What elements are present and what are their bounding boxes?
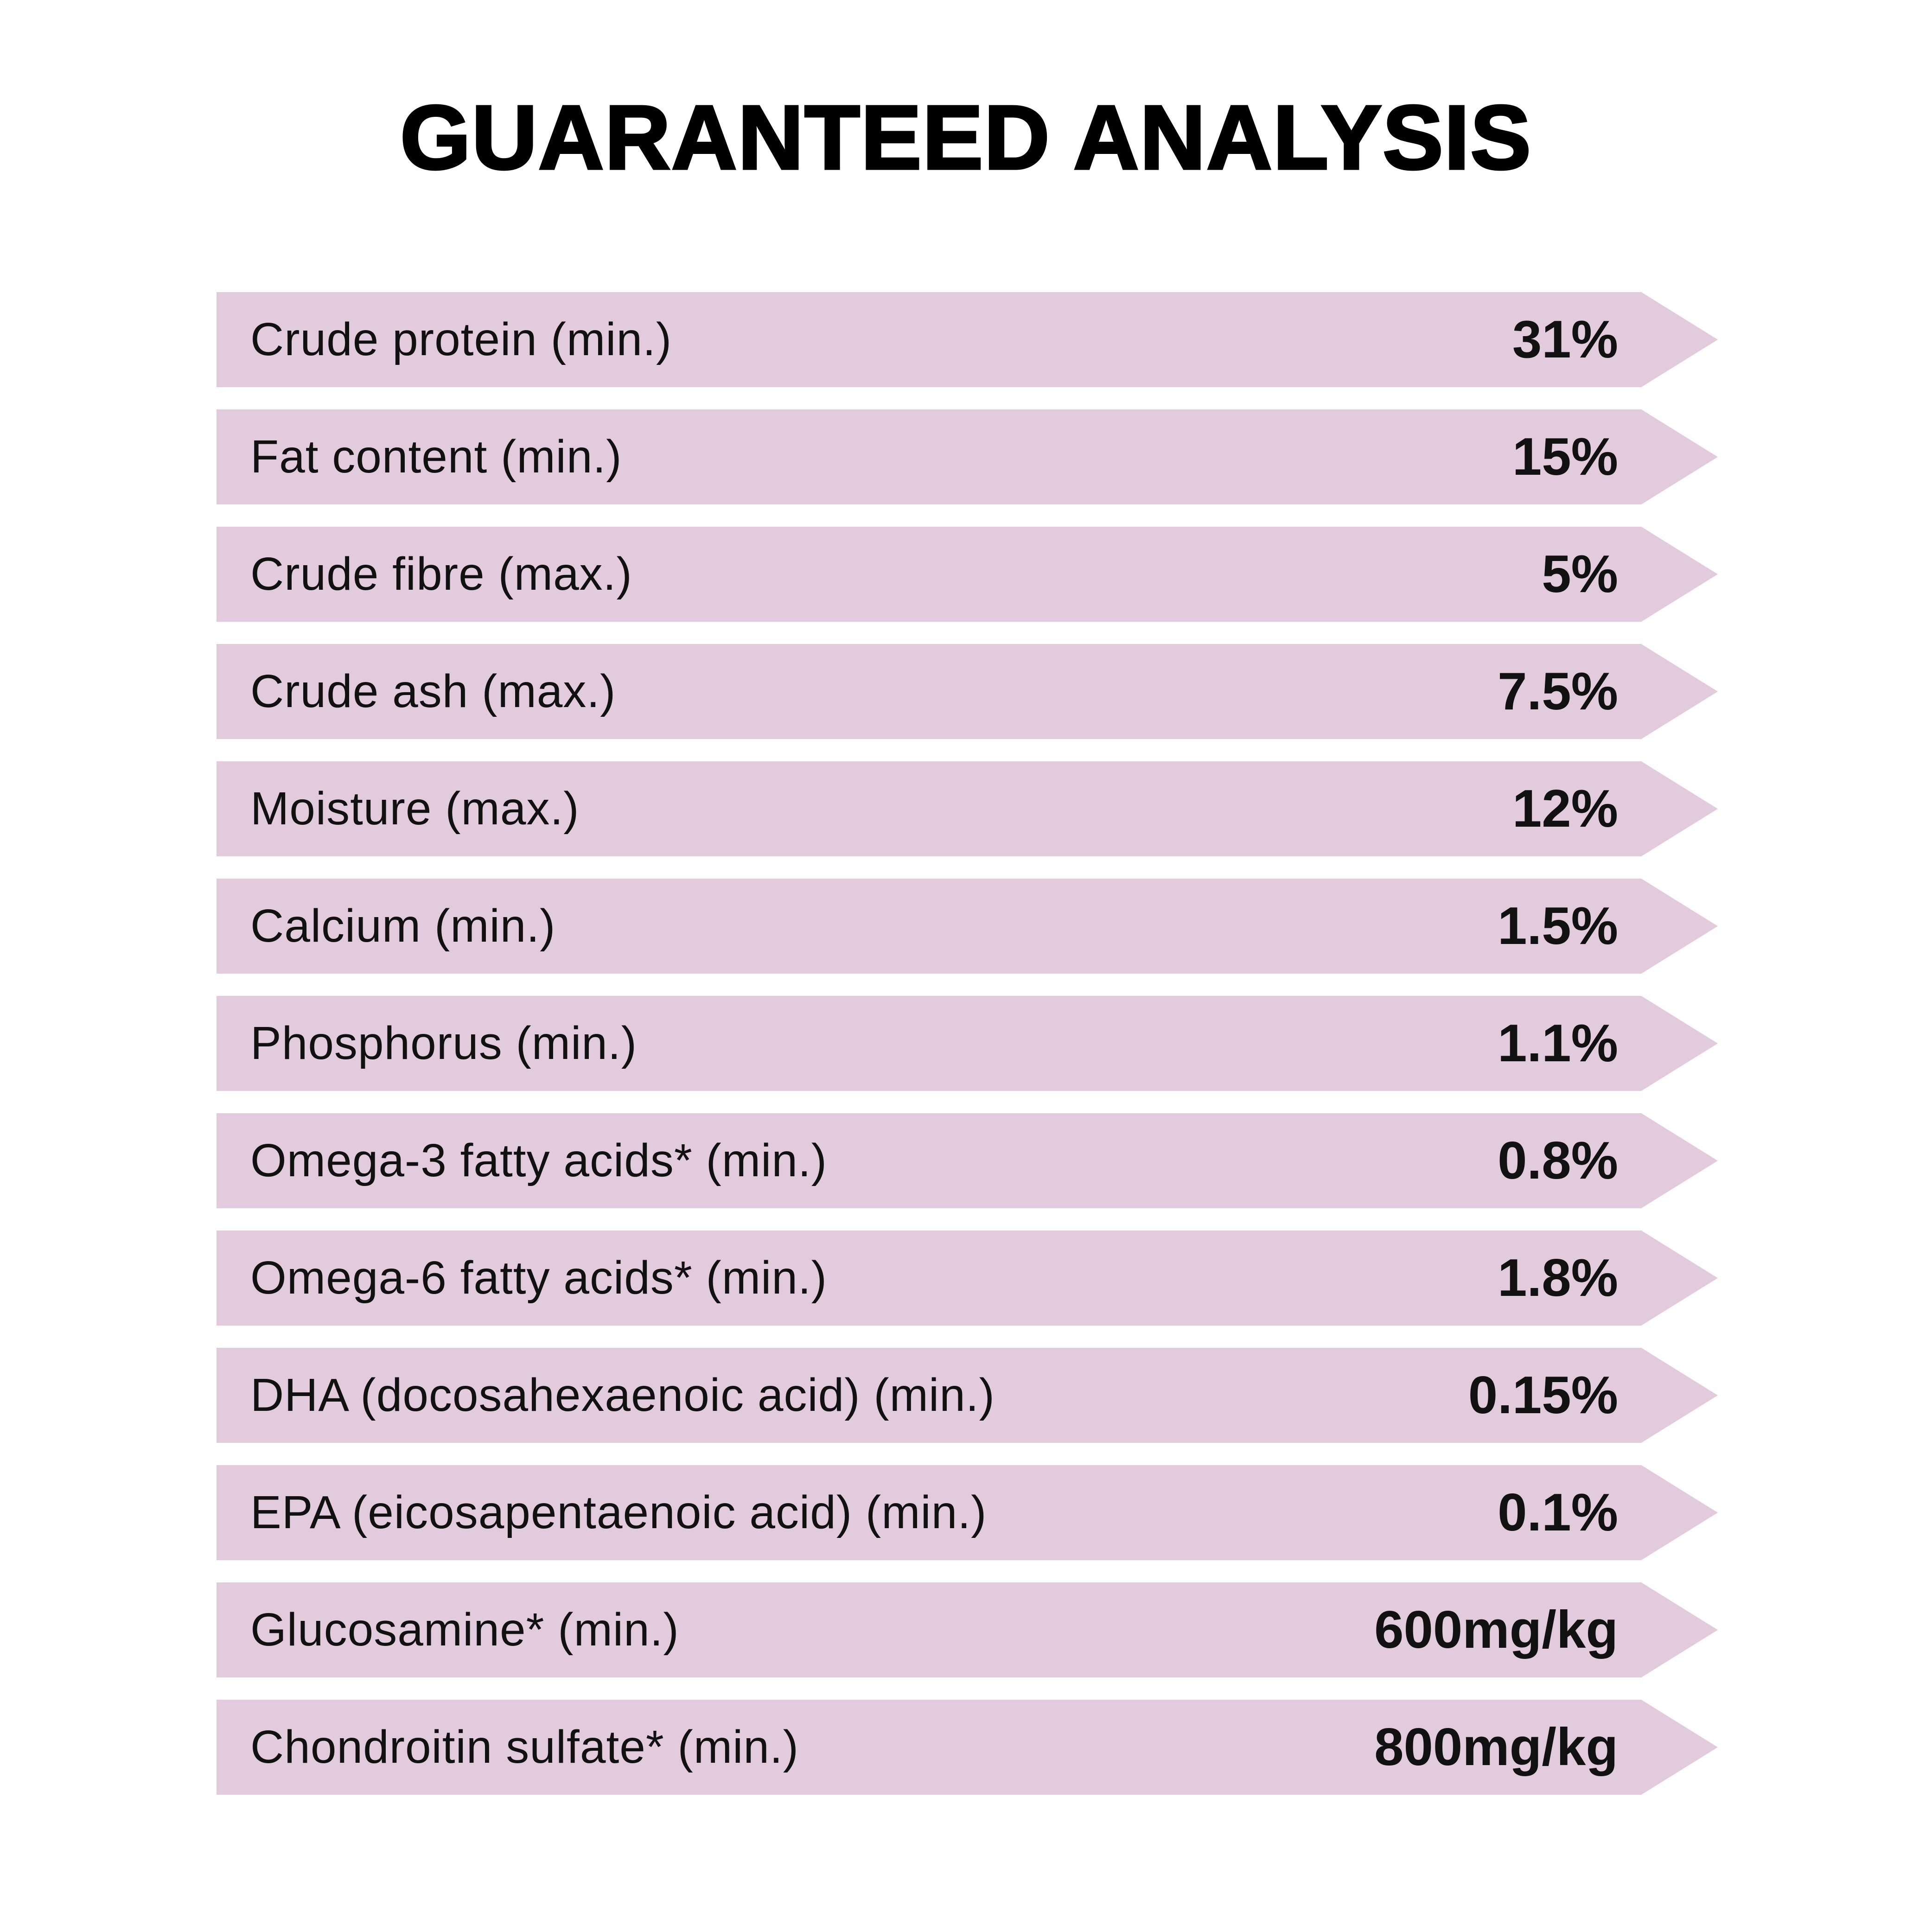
nutrient-value: 600mg/kg <box>1374 1600 1618 1659</box>
nutrient-value: 800mg/kg <box>1374 1718 1618 1777</box>
analysis-row-omega3: Omega-3 fatty acids* (min.) 0.8% <box>217 1113 1718 1208</box>
nutrient-value: 1.8% <box>1498 1249 1618 1307</box>
nutrient-label: Phosphorus (min.) <box>250 1017 637 1069</box>
nutrient-label: Omega-6 fatty acids* (min.) <box>250 1252 828 1304</box>
nutrient-label: Fat content (min.) <box>250 431 622 483</box>
nutrient-label: Glucosamine* (min.) <box>250 1604 679 1656</box>
page-title: GUARANTEED ANALYSIS <box>399 86 1532 190</box>
nutrient-label: Crude ash (max.) <box>250 665 616 717</box>
nutrient-value: 0.1% <box>1498 1483 1618 1542</box>
analysis-row-calcium: Calcium (min.) 1.5% <box>217 879 1718 974</box>
analysis-row-omega6: Omega-6 fatty acids* (min.) 1.8% <box>217 1231 1718 1326</box>
nutrient-label: Omega-3 fatty acids* (min.) <box>250 1135 828 1186</box>
nutrient-label: Calcium (min.) <box>250 900 556 952</box>
nutrient-value: 1.5% <box>1498 897 1618 956</box>
analysis-row-dha: DHA (docosahexaenoic acid) (min.) 0.15% <box>217 1348 1718 1443</box>
nutrient-value: 15% <box>1512 427 1618 486</box>
nutrient-label: Moisture (max.) <box>250 783 580 835</box>
nutrient-value: 31% <box>1512 310 1618 369</box>
nutrient-value: 5% <box>1542 545 1618 604</box>
nutrient-label: EPA (eicosapentaenoic acid) (min.) <box>250 1486 987 1538</box>
nutrient-value: 12% <box>1512 779 1618 838</box>
analysis-row-crude-fibre: Crude fibre (max.) 5% <box>217 527 1718 622</box>
analysis-row-glucosamine: Glucosamine* (min.) 600mg/kg <box>217 1582 1718 1677</box>
nutrient-label: Crude protein (min.) <box>250 313 672 365</box>
analysis-row-phosphorus: Phosphorus (min.) 1.1% <box>217 996 1718 1091</box>
nutrient-value: 1.1% <box>1498 1014 1618 1073</box>
analysis-row-moisture: Moisture (max.) 12% <box>217 761 1718 856</box>
analysis-row-crude-ash: Crude ash (max.) 7.5% <box>217 644 1718 739</box>
analysis-row-crude-protein: Crude protein (min.) 31% <box>217 292 1718 387</box>
analysis-row-epa: EPA (eicosapentaenoic acid) (min.) 0.1% <box>217 1465 1718 1560</box>
nutrient-label: Chondroitin sulfate* (min.) <box>250 1721 799 1773</box>
analysis-row-chondroitin: Chondroitin sulfate* (min.) 800mg/kg <box>217 1700 1718 1795</box>
nutrient-value: 7.5% <box>1498 662 1618 721</box>
nutrient-label: DHA (docosahexaenoic acid) (min.) <box>250 1369 995 1421</box>
analysis-table: Crude protein (min.) 31% Fat content (mi… <box>217 292 1718 1795</box>
nutrient-value: 0.15% <box>1468 1366 1618 1425</box>
nutrient-value: 0.8% <box>1498 1131 1618 1190</box>
nutrient-label: Crude fibre (max.) <box>250 548 632 600</box>
analysis-row-fat-content: Fat content (min.) 15% <box>217 409 1718 504</box>
